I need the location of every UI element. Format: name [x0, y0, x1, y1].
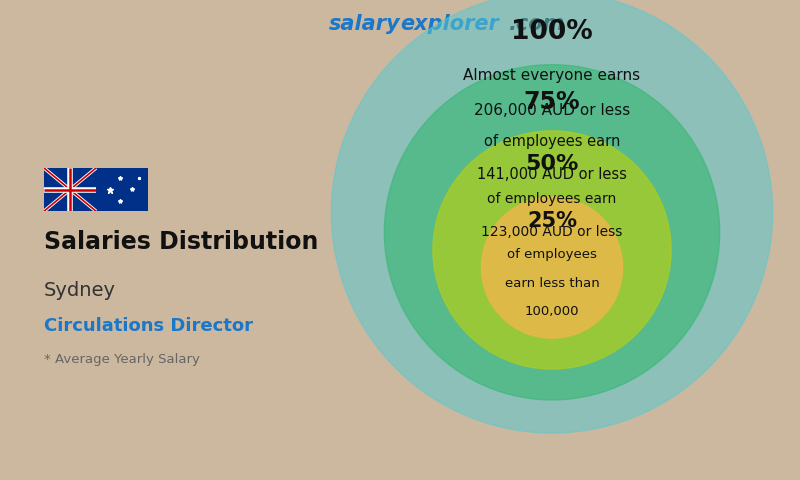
Circle shape: [482, 197, 622, 338]
Text: 50%: 50%: [526, 154, 578, 174]
Text: of employees: of employees: [507, 248, 597, 261]
Circle shape: [384, 65, 720, 400]
Text: 206,000 AUD or less: 206,000 AUD or less: [474, 104, 630, 119]
Text: 141,000 AUD or less: 141,000 AUD or less: [477, 168, 627, 182]
Text: 100%: 100%: [511, 19, 593, 45]
Circle shape: [331, 0, 773, 433]
Text: explorer: explorer: [400, 14, 498, 35]
Text: salary: salary: [328, 14, 400, 35]
Text: * Average Yearly Salary: * Average Yearly Salary: [44, 353, 200, 366]
Text: earn less than: earn less than: [505, 276, 599, 289]
Text: Almost everyone earns: Almost everyone earns: [463, 68, 641, 83]
Text: Circulations Director: Circulations Director: [44, 317, 253, 335]
Circle shape: [433, 131, 671, 369]
Text: .com: .com: [508, 14, 564, 35]
Text: Sydney: Sydney: [44, 281, 116, 300]
Text: of employees earn: of employees earn: [487, 192, 617, 206]
Text: 123,000 AUD or less: 123,000 AUD or less: [482, 225, 622, 239]
Text: 100,000: 100,000: [525, 305, 579, 318]
Text: Salaries Distribution: Salaries Distribution: [44, 230, 318, 254]
Text: of employees earn: of employees earn: [484, 134, 620, 149]
Text: 25%: 25%: [527, 211, 577, 231]
Text: 75%: 75%: [524, 90, 580, 114]
